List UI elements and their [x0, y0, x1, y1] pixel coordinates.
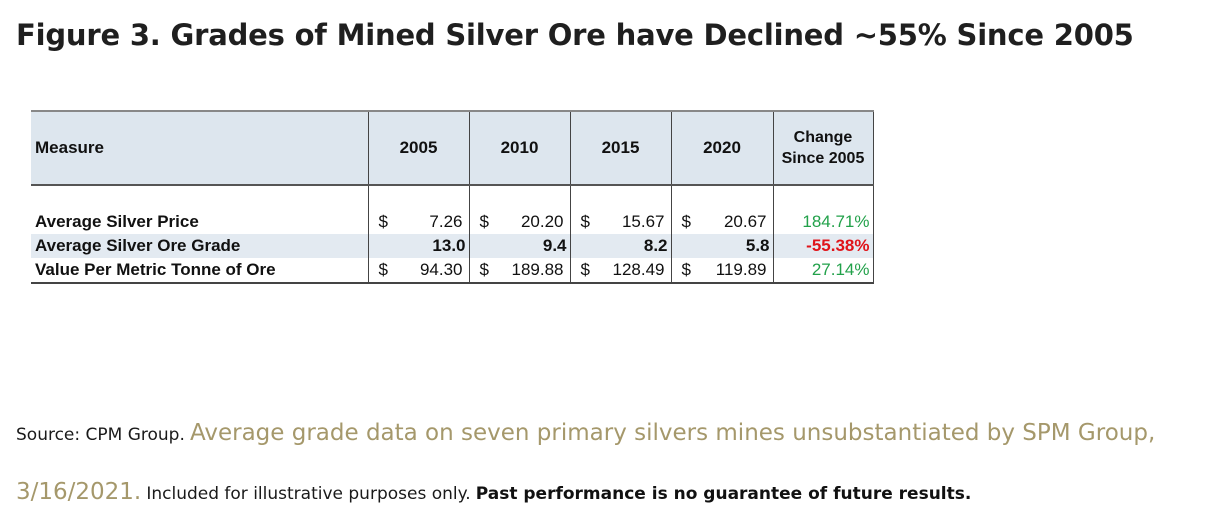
figure-title: Figure 3. Grades of Mined Silver Ore hav… — [16, 18, 1134, 52]
row-label: Average Silver Price — [35, 212, 199, 231]
source-illustrative-note: Included for illustrative purposes only. — [146, 484, 471, 504]
grade-cell: 9.4 — [468, 234, 570, 258]
price-cell: $7.26 — [367, 210, 469, 234]
change-value: 184.71% — [772, 210, 874, 234]
performance-disclaimer: Past performance is no guarantee of futu… — [475, 484, 972, 504]
grade-cell: 8.2 — [569, 234, 671, 258]
value-cell: $119.89 — [670, 258, 773, 284]
change-value: 27.14% — [772, 258, 874, 284]
price-cell: $20.67 — [670, 210, 773, 234]
row-label: Value Per Metric Tonne of Ore — [31, 258, 368, 284]
column-header-year: 2010 — [468, 110, 570, 186]
source-note: Source: CPM Group. Average grade data on… — [16, 405, 1196, 523]
table-row-value-per-tonne: Value Per Metric Tonne of Ore $94.30 $18… — [31, 258, 874, 284]
source-highlight: Average grade data on seven primary silv… — [16, 420, 1156, 505]
row-label: Average Silver Ore Grade — [31, 234, 368, 258]
column-header-year: 2020 — [670, 110, 773, 186]
price-cell: $20.20 — [468, 210, 570, 234]
column-header-measure: Measure — [31, 110, 368, 186]
table-header-row: Measure 2005 2010 2015 2020 Change Since… — [31, 110, 874, 186]
value-cell: $189.88 — [468, 258, 570, 284]
table-row-silver-price: Average Silver Price $7.26 $20.20 $15.67… — [31, 210, 874, 234]
grade-cell: 13.0 — [367, 234, 469, 258]
grade-cell: 5.8 — [670, 234, 773, 258]
column-header-year: 2005 — [367, 110, 469, 186]
value-cell: $128.49 — [569, 258, 671, 284]
change-header-line2: Since 2005 — [781, 150, 865, 167]
price-cell: $15.67 — [569, 210, 671, 234]
column-header-year: 2015 — [569, 110, 671, 186]
change-value: -55.38% — [772, 234, 874, 258]
value-cell: $94.30 — [367, 258, 469, 284]
change-header-line1: Change — [793, 129, 853, 146]
source-prefix: Source: CPM Group. — [16, 425, 185, 445]
table-row-ore-grade: Average Silver Ore Grade 13.0 9.4 8.2 5.… — [31, 234, 874, 258]
column-header-change: Change Since 2005 — [772, 110, 874, 186]
table-spacer-row — [31, 185, 874, 210]
silver-grades-table: Measure 2005 2010 2015 2020 Change Since… — [31, 110, 874, 284]
